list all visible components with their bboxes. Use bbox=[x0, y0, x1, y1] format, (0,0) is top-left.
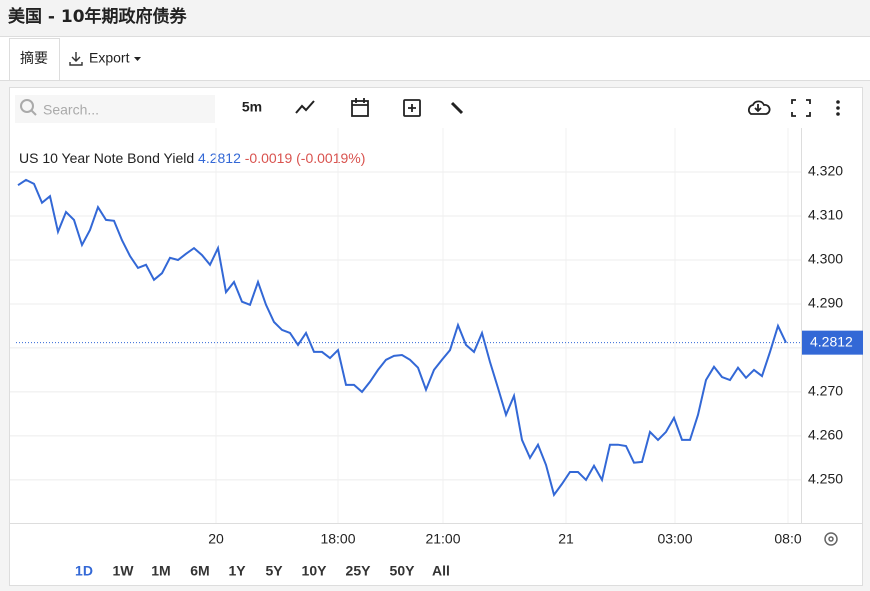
legend-name: US 10 Year Note Bond Yield bbox=[19, 150, 194, 166]
last-price-tag bbox=[802, 330, 863, 355]
range-button[interactable]: 25Y bbox=[346, 563, 372, 579]
y-tick-label: 4.250 bbox=[808, 471, 843, 487]
range-button[interactable]: All bbox=[432, 563, 450, 579]
header-bar bbox=[0, 0, 870, 36]
calendar-icon[interactable] bbox=[351, 98, 369, 117]
x-tick-label: 21:00 bbox=[425, 531, 460, 547]
x-tick-label: 21 bbox=[558, 531, 574, 547]
x-tick-label: 08:0 bbox=[774, 531, 801, 547]
last-price-label: 4.2812 bbox=[810, 333, 853, 349]
tab[interactable]: 摘要 bbox=[20, 50, 48, 67]
range-button[interactable]: 1W bbox=[113, 563, 135, 579]
legend: US 10 Year Note Bond Yield 4.2812 -0.001… bbox=[19, 150, 365, 166]
fullscreen-icon[interactable] bbox=[791, 99, 811, 117]
x-tick-label: 18:00 bbox=[320, 531, 355, 547]
chart-type-icon[interactable] bbox=[295, 100, 315, 114]
range-button[interactable]: 5Y bbox=[265, 563, 283, 579]
y-tick-label: 4.260 bbox=[808, 427, 843, 443]
gear-icon[interactable] bbox=[824, 532, 838, 546]
range-button[interactable]: 1Y bbox=[228, 563, 246, 579]
range-button[interactable]: 50Y bbox=[390, 563, 416, 579]
add-icon[interactable] bbox=[403, 99, 421, 117]
x-tick-label: 03:00 bbox=[657, 531, 692, 547]
range-button[interactable]: 1D bbox=[75, 563, 93, 579]
legend-last: 4.2812 bbox=[198, 150, 241, 166]
tab-active[interactable] bbox=[9, 38, 60, 81]
range-button[interactable]: 6M bbox=[190, 563, 209, 579]
interval-button[interactable]: 5m bbox=[242, 99, 262, 115]
settings-icon[interactable] bbox=[450, 101, 464, 115]
menu-icon[interactable] bbox=[836, 100, 840, 116]
chart-panel bbox=[9, 87, 863, 586]
y-tick-label: 4.300 bbox=[808, 251, 843, 267]
y-tick-label: 4.270 bbox=[808, 383, 843, 399]
price-line bbox=[17, 178, 787, 498]
range-button[interactable]: 10Y bbox=[302, 563, 328, 579]
y-tick-label: 4.310 bbox=[808, 207, 843, 223]
x-tick-label: 20 bbox=[208, 531, 224, 547]
cloud-icon[interactable] bbox=[748, 100, 771, 115]
legend-change: -0.0019 (-0.0019%) bbox=[245, 150, 366, 166]
download-icon bbox=[69, 52, 83, 66]
caret bbox=[134, 57, 141, 61]
search-icon bbox=[20, 99, 37, 116]
page-title: 美国 - 10年期政府债券 bbox=[8, 6, 188, 27]
y-tick-label: 4.290 bbox=[808, 295, 843, 311]
search-placeholder[interactable]: Search... bbox=[43, 102, 99, 118]
tab[interactable]: Export bbox=[89, 50, 130, 66]
range-button[interactable]: 1M bbox=[151, 563, 170, 579]
y-tick-label: 4.320 bbox=[808, 163, 843, 179]
search-box[interactable] bbox=[15, 95, 215, 123]
